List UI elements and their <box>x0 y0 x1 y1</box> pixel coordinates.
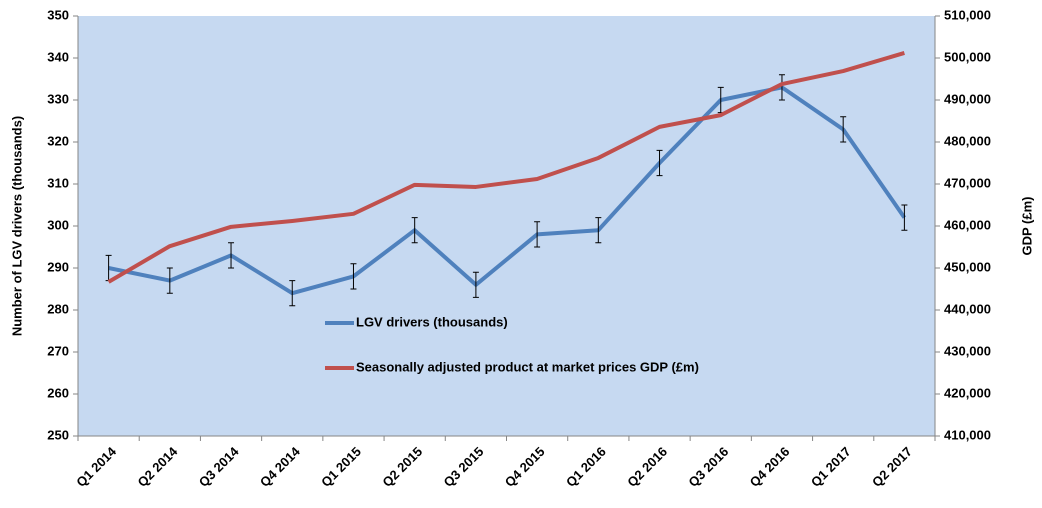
x-tick-label: Q4 2016 <box>747 444 793 490</box>
error-bar <box>595 217 602 244</box>
y2-tick-label: 450,000 <box>944 259 991 274</box>
x-tick-label: Q4 2015 <box>502 444 548 490</box>
error-bar <box>778 74 785 101</box>
y2-tick-label: 460,000 <box>944 217 991 232</box>
y-tick-label: 320 <box>47 133 69 148</box>
y2-tick-label: 490,000 <box>944 91 991 106</box>
legend-label: LGV drivers (thousands) <box>356 314 508 329</box>
error-bar <box>289 280 296 307</box>
y-tick-label: 270 <box>47 343 69 358</box>
x-tick-label: Q3 2015 <box>441 444 487 490</box>
x-tick-label: Q3 2016 <box>685 444 731 490</box>
y-tick-label: 330 <box>47 91 69 106</box>
error-bar <box>350 263 357 290</box>
x-tick-label: Q2 2016 <box>624 444 670 490</box>
y2-tick-label: 430,000 <box>944 343 991 358</box>
x-tick-label: Q2 2014 <box>134 443 180 489</box>
x-tick-label: Q3 2014 <box>196 443 242 489</box>
error-bar <box>228 242 235 269</box>
y-tick-label: 310 <box>47 175 69 190</box>
y2-tick-label: 410,000 <box>944 427 991 442</box>
error-bar <box>472 271 479 298</box>
x-tick-label: Q1 2015 <box>318 444 364 490</box>
y2-tick-label: 480,000 <box>944 133 991 148</box>
y2-tick-label: 440,000 <box>944 301 991 316</box>
y2-axis-title: GDP (£m) <box>1019 197 1034 256</box>
error-bar <box>166 267 173 294</box>
y2-tick-label: 510,000 <box>944 7 991 22</box>
x-tick-label: Q2 2015 <box>379 444 425 490</box>
y2-tick-label: 470,000 <box>944 175 991 190</box>
error-bar <box>901 204 908 231</box>
error-bar <box>534 221 541 248</box>
x-tick-label: Q1 2014 <box>73 443 119 489</box>
x-tick-label: Q1 2016 <box>563 444 609 490</box>
y-tick-label: 340 <box>47 49 69 64</box>
y-axis-title: Number of LGV drivers (thousands) <box>9 116 24 336</box>
x-tick-label: Q4 2014 <box>257 443 303 489</box>
x-tick-label: Q2 2017 <box>869 444 915 490</box>
plot-area <box>78 16 935 436</box>
y-tick-label: 260 <box>47 385 69 400</box>
series-line <box>107 51 905 284</box>
x-tick-label: Q1 2017 <box>808 444 854 490</box>
error-bar <box>656 149 663 177</box>
y-tick-label: 290 <box>47 259 69 274</box>
y2-tick-label: 420,000 <box>944 385 991 400</box>
legend-label: Seasonally adjusted product at market pr… <box>356 359 699 374</box>
error-bar <box>840 116 847 143</box>
error-bar <box>411 217 418 244</box>
y-tick-label: 350 <box>47 7 69 22</box>
y-tick-label: 250 <box>47 427 69 442</box>
y-tick-label: 280 <box>47 301 69 316</box>
y2-tick-label: 500,000 <box>944 49 991 64</box>
y-tick-label: 300 <box>47 217 69 232</box>
